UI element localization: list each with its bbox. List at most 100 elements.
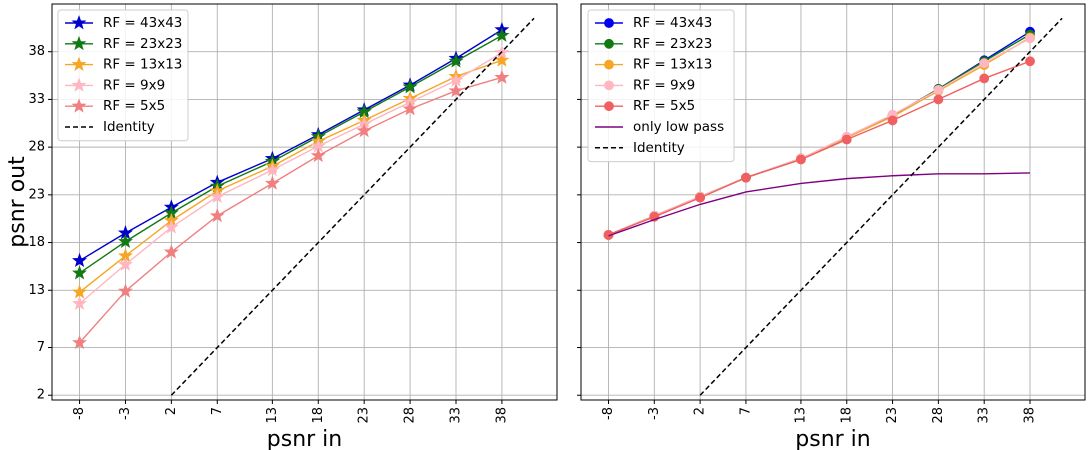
- left-point-rf-5x5: [209, 207, 225, 223]
- right-point-rf-5x5: [1025, 56, 1035, 67]
- left-legend: RF = 43x43 RF = 23x23 RF = 13x13 RF = 9x9 RF…: [57, 9, 189, 142]
- left-x-tick-label: -3: [118, 407, 133, 420]
- legend-label-identity: Identity: [103, 119, 155, 135]
- left-x-tick-label: 2: [164, 407, 179, 415]
- left-y-axis-title: psnr out: [5, 156, 30, 248]
- right-point-rf-5x5: [741, 172, 751, 183]
- right-point-rf-5x5: [933, 94, 944, 105]
- left-point-rf-23x23: [72, 265, 88, 280]
- right-series-line-only-low-pass: [608, 172, 1031, 237]
- legend-marker-rf-13x13: [71, 56, 87, 71]
- legend-label-rf-43x43: RF = 43x43: [103, 15, 182, 31]
- right-axes-frame: [580, 3, 1086, 401]
- left-point-rf-23x23: [448, 53, 464, 68]
- legend-marker-rf-43x43: [71, 15, 87, 30]
- left-x-tick-label: 18: [311, 407, 326, 424]
- left-point-rf-5x5: [448, 82, 464, 98]
- left-series-line-rf-23x23: [79, 34, 503, 274]
- left-x-tick-label: 13: [265, 407, 280, 424]
- legend-marker-rf-9x9: [71, 77, 87, 92]
- left-axes-frame: [51, 3, 558, 401]
- left-x-tick-label: 28: [403, 407, 418, 424]
- left-x-tick-label: 33: [449, 407, 464, 424]
- legend-label-rf-5x5: RF = 5x5: [103, 98, 165, 114]
- left-series-line-rf-5x5: [79, 76, 503, 344]
- right-plot-area: [603, 17, 1063, 396]
- right-x-tick-label: -8: [601, 407, 616, 420]
- left-y-tick-label: 7: [37, 340, 45, 355]
- left-series-line-rf-9x9: [79, 52, 503, 305]
- right-legend-box: [587, 9, 735, 163]
- right-x-tick-label: 38: [1023, 407, 1038, 424]
- left-point-rf-5x5: [494, 69, 510, 84]
- left-point-rf-23x23: [494, 27, 510, 42]
- left-series-line-rf-13x13: [79, 59, 503, 293]
- right-point-rf-5x5: [841, 134, 852, 145]
- left-point-rf-5x5: [264, 175, 280, 190]
- left-point-rf-23x23: [402, 79, 418, 94]
- legend-marker-rf-23x23: [604, 38, 614, 49]
- legend-label-rf-9x9: RF = 9x9: [633, 77, 695, 93]
- left-x-tick-label: 38: [494, 407, 509, 424]
- left-x-axis-title: psnr in: [267, 427, 342, 450]
- legend-label-rf-23x23: RF = 23x23: [103, 36, 182, 52]
- left-y-tick-label: 2: [37, 388, 45, 403]
- left-point-rf-9x9: [117, 256, 133, 271]
- right-point-rf-5x5: [796, 154, 806, 165]
- left-point-rf-5x5: [163, 244, 179, 259]
- legend-label-rf-43x43: RF = 43x43: [633, 15, 712, 31]
- left-point-rf-23x23: [117, 233, 133, 248]
- left-point-rf-13x13: [494, 52, 510, 67]
- left-chart: -8 -3 2 7 13 18 23 28 33 38 2 7 13 18 23 28 33 38 psnr in p…: [5, 3, 558, 450]
- right-point-rf-5x5: [887, 115, 898, 126]
- right-point-rf-5x5: [695, 192, 706, 203]
- right-legend: RF = 43x43 RF = 23x23 RF = 13x13 RF = 9x9 RF…: [587, 9, 735, 163]
- legend-marker-rf-5x5: [604, 101, 614, 112]
- legend-label-identity: Identity: [633, 140, 685, 156]
- left-point-rf-43x43: [72, 252, 88, 268]
- left-legend-box: [57, 9, 189, 142]
- left-point-rf-5x5: [72, 334, 88, 350]
- left-point-rf-5x5: [117, 283, 133, 298]
- legend-marker-rf-9x9: [604, 80, 614, 91]
- left-point-rf-5x5: [402, 101, 418, 116]
- legend-marker-rf-43x43: [604, 18, 614, 28]
- left-x-tick-label: 23: [357, 407, 372, 424]
- right-x-tick-label: -3: [647, 407, 662, 420]
- legend-label-rf-9x9: RF = 9x9: [103, 77, 165, 93]
- legend-marker-rf-23x23: [71, 35, 87, 51]
- legend-marker-rf-5x5: [71, 98, 87, 113]
- left-x-tick-label: -8: [72, 407, 87, 420]
- right-point-rf-9x9: [933, 84, 944, 95]
- left-point-rf-9x9: [72, 295, 88, 310]
- right-x-tick-label: 13: [793, 407, 808, 424]
- right-x-tick-label: 28: [931, 407, 946, 424]
- right-x-tick-label: 18: [839, 407, 854, 424]
- left-point-rf-9x9: [209, 188, 225, 204]
- right-point-rf-9x9: [1025, 33, 1035, 44]
- left-point-rf-13x13: [72, 284, 88, 299]
- left-y-tick-label: 38: [28, 44, 45, 59]
- right-point-rf-9x9: [979, 58, 990, 69]
- left-point-rf-5x5: [356, 123, 372, 138]
- right-x-tick-label: 23: [885, 407, 900, 424]
- left-y-tick-label: 18: [28, 235, 45, 250]
- left-plot-area: [72, 17, 535, 396]
- legend-label-rf-13x13: RF = 13x13: [633, 57, 712, 73]
- left-point-rf-9x9: [163, 219, 179, 234]
- right-series-line-rf-5x5: [608, 60, 1031, 236]
- left-point-rf-5x5: [310, 147, 326, 163]
- left-point-rf-9x9: [264, 162, 280, 177]
- left-grid: [52, 4, 557, 400]
- left-series-line-rf-43x43: [79, 29, 503, 262]
- right-series-line-identity: [699, 17, 1063, 396]
- right-series-line-rf-9x9: [608, 37, 1031, 236]
- legend-label-rf-5x5: RF = 5x5: [633, 98, 695, 114]
- left-y-tick-label: 13: [28, 283, 45, 298]
- legend-marker-rf-13x13: [604, 59, 614, 70]
- right-x-axis-title: psnr in: [795, 427, 870, 450]
- left-y-tick-label: 33: [28, 92, 45, 107]
- legend-label-rf-13x13: RF = 13x13: [103, 57, 182, 73]
